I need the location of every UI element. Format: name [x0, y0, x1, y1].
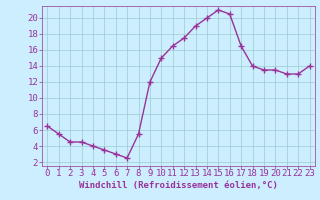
X-axis label: Windchill (Refroidissement éolien,°C): Windchill (Refroidissement éolien,°C) [79, 181, 278, 190]
